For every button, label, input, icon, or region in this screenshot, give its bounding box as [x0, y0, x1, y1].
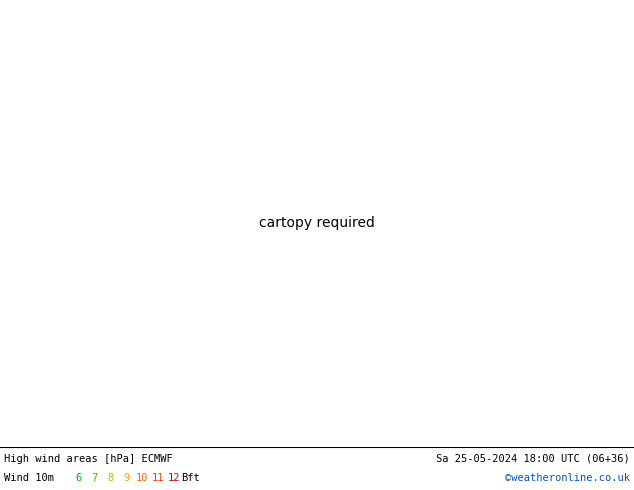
- Text: 11: 11: [152, 473, 164, 483]
- Text: cartopy required: cartopy required: [259, 217, 375, 230]
- Text: 8: 8: [107, 473, 113, 483]
- Text: High wind areas [hPa] ECMWF: High wind areas [hPa] ECMWF: [4, 454, 172, 464]
- Text: Wind 10m: Wind 10m: [4, 473, 54, 483]
- Text: 7: 7: [91, 473, 97, 483]
- Text: Bft: Bft: [181, 473, 199, 483]
- Text: 12: 12: [168, 473, 180, 483]
- Text: ©weatheronline.co.uk: ©weatheronline.co.uk: [505, 473, 630, 483]
- Text: 10: 10: [136, 473, 148, 483]
- Text: 6: 6: [75, 473, 81, 483]
- Text: 9: 9: [123, 473, 129, 483]
- Text: Sa 25-05-2024 18:00 UTC (06+36): Sa 25-05-2024 18:00 UTC (06+36): [436, 454, 630, 464]
